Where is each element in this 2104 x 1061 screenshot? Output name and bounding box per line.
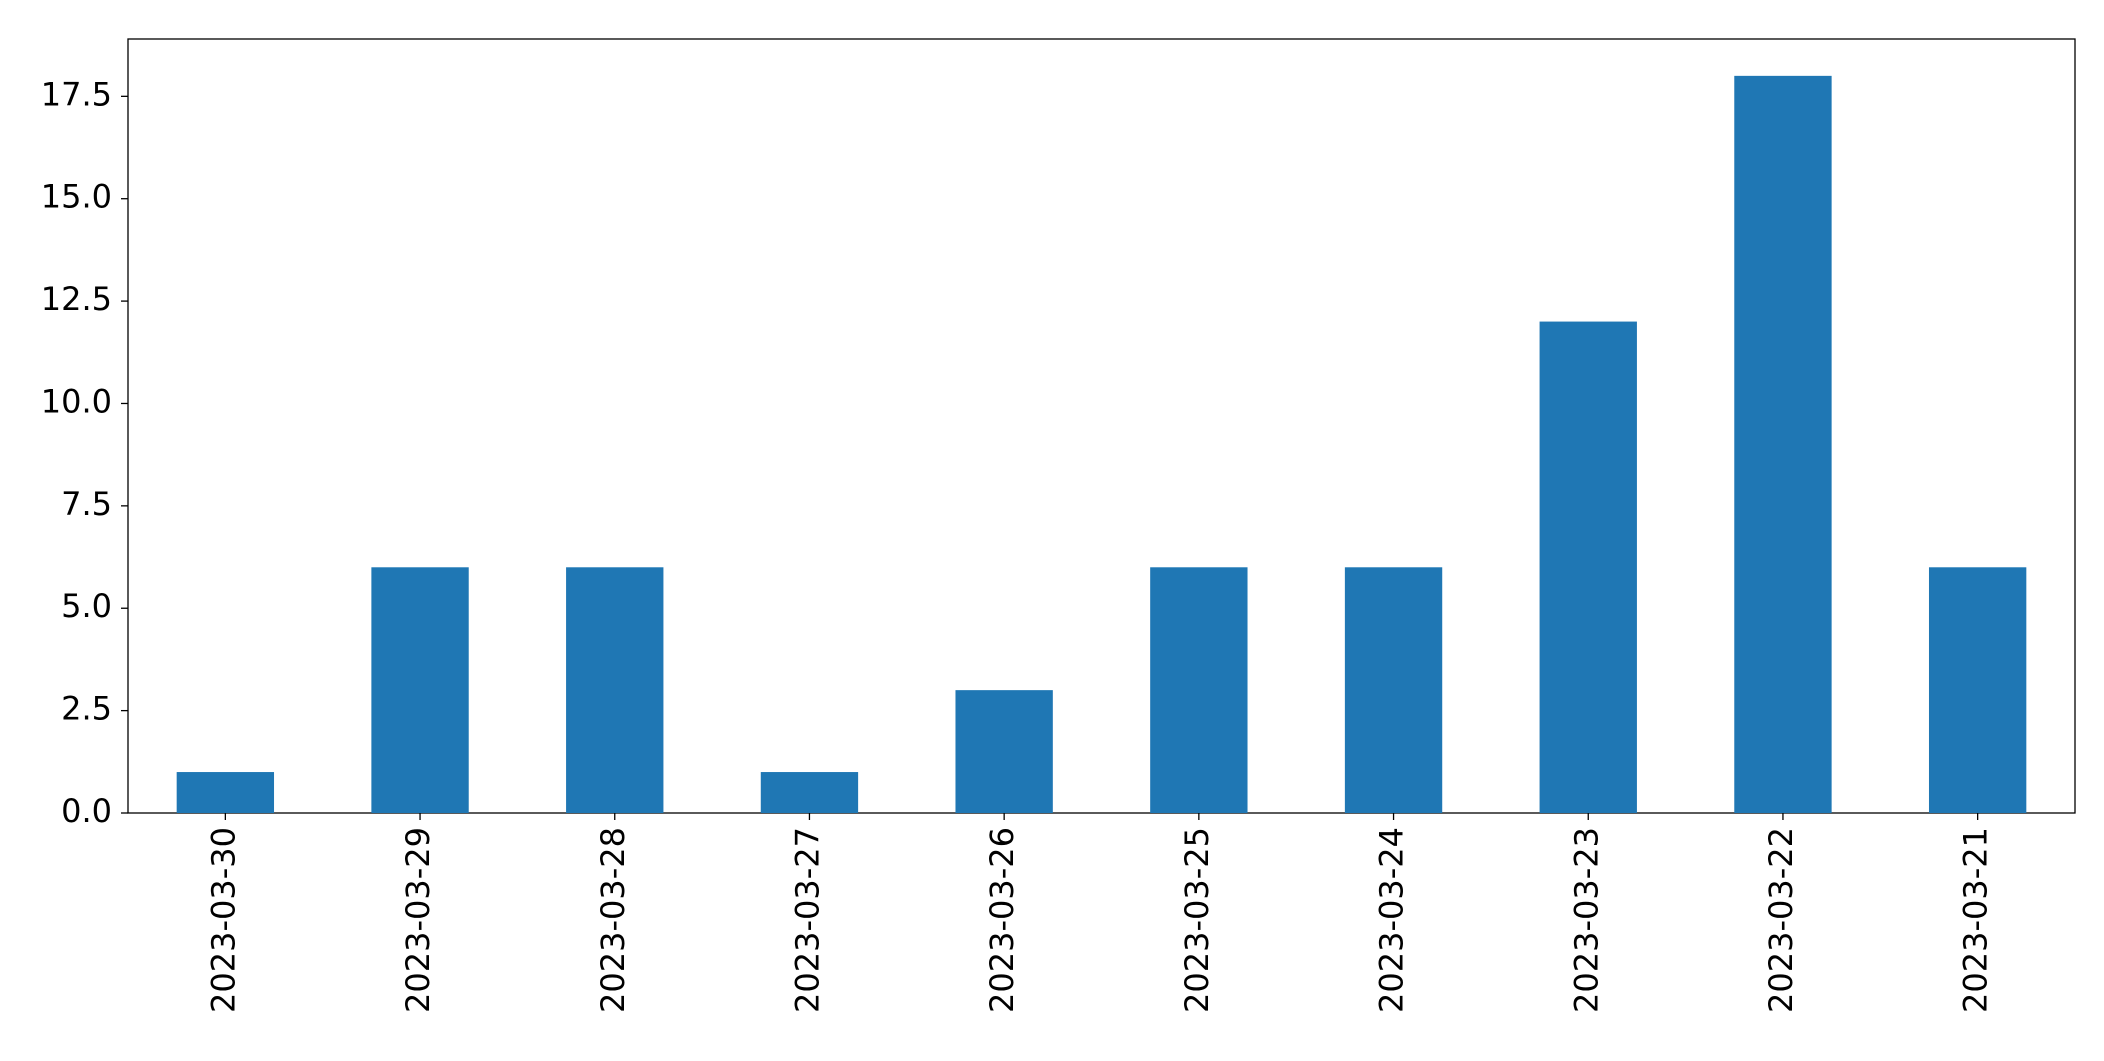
y-tick-label: 10.0 (41, 382, 112, 420)
x-tick-label: 2023-03-26 (983, 827, 1021, 1013)
x-tick-label: 2023-03-24 (1373, 827, 1411, 1013)
plot-frame (127, 38, 2076, 814)
y-tick-label: 17.5 (41, 75, 112, 113)
bar (566, 567, 664, 813)
x-tick-label: 2023-03-22 (1762, 827, 1800, 1013)
bar (1150, 567, 1248, 813)
y-tick-label: 0.0 (61, 792, 112, 830)
bar (955, 690, 1053, 813)
bar (176, 772, 275, 813)
x-tick-label: 2023-03-27 (788, 827, 826, 1013)
x-tick-label: 2023-03-29 (399, 827, 437, 1013)
y-tick-label: 12.5 (41, 280, 112, 318)
y-tick-label: 2.5 (61, 690, 112, 728)
bar (1344, 567, 1443, 813)
bar (1539, 321, 1637, 813)
x-tick-label: 2023-03-23 (1567, 827, 1605, 1013)
y-tick-label: 15.0 (41, 178, 112, 216)
x-tick-label: 2023-03-25 (1178, 827, 1216, 1013)
bar (1734, 75, 1832, 814)
bar (760, 772, 859, 813)
y-tick-label: 7.5 (61, 485, 112, 523)
x-tick-label: 2023-03-28 (594, 827, 632, 1013)
bar (371, 567, 469, 813)
x-tick-label: 2023-03-30 (204, 827, 242, 1013)
y-tick-label: 5.0 (61, 587, 112, 625)
x-tick-label: 2023-03-21 (1957, 827, 1995, 1013)
bar (1928, 567, 2027, 813)
